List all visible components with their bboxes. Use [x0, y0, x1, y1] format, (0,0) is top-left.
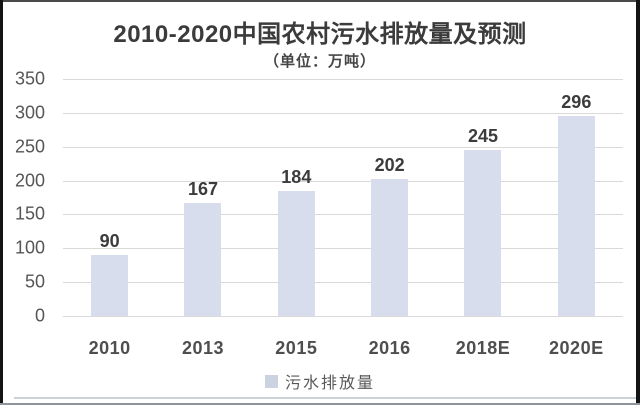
photo-edge-left: [0, 0, 3, 405]
legend: 污水排放量: [0, 369, 640, 393]
bar-slot: 184: [250, 79, 343, 316]
bar-value-label: 202: [374, 155, 405, 176]
x-tick-label: 2015: [275, 338, 318, 358]
x-tick-label: 2018E: [455, 338, 511, 358]
y-tick-label: 0: [34, 305, 45, 326]
bar-value-label: 296: [561, 91, 592, 112]
gridline: [63, 180, 623, 182]
y-axis: 350 300 250 200 150 100 50 0: [0, 69, 45, 326]
x-tick-label: 2013: [181, 338, 225, 358]
y-tick-label: 100: [14, 237, 45, 258]
gridline: [63, 248, 623, 250]
photo-edge-top: [0, 0, 640, 2]
bar: [184, 202, 222, 316]
gridline: [63, 146, 623, 148]
chart-subtitle: （单位：万吨）: [263, 53, 376, 70]
bar: [91, 255, 129, 316]
bar: [464, 150, 502, 316]
bottom-divider: [14, 397, 636, 399]
gridline: [63, 112, 623, 114]
photo-edge-right: [636, 0, 640, 405]
bar-value-label: 245: [467, 126, 499, 147]
bar-slot: 245: [436, 79, 529, 316]
x-axis: 2010 2013 2015 2016 2018E 2020E: [63, 338, 623, 362]
y-tick-label: 50: [24, 271, 45, 292]
y-tick-label: 350: [14, 68, 45, 89]
bar: [371, 179, 409, 316]
x-tick-label: 2010: [88, 338, 131, 358]
bar-slot: 296: [530, 79, 623, 316]
legend-swatch-icon: [264, 374, 278, 388]
gridline: [63, 316, 623, 317]
y-tick-label: 250: [14, 136, 45, 157]
y-tick-label: 150: [14, 203, 45, 224]
chart-title: 2010-2020中国农村污水排放量及预测: [113, 21, 527, 48]
bar-slot: 90: [63, 79, 156, 316]
gridline: [63, 282, 623, 284]
y-tick-label: 200: [14, 170, 45, 191]
legend-label: 污水排放量: [284, 375, 375, 392]
gridline: [63, 79, 623, 80]
bar-value-label: 90: [99, 231, 120, 252]
x-tick-label: 2020E: [549, 338, 604, 358]
bar: [557, 115, 595, 316]
plot-area: 90 167 184 202 245 296: [63, 79, 623, 317]
photo-edge-bottom: [0, 403, 640, 405]
y-tick-label: 300: [14, 102, 45, 123]
bar: [277, 191, 315, 316]
gridline: [63, 214, 623, 216]
x-tick-label: 2016: [368, 338, 411, 358]
bar-slot: 167: [156, 79, 249, 316]
bar-value-label: 167: [187, 178, 219, 199]
bar-value-label: 184: [281, 167, 312, 188]
bar-slot: 202: [343, 79, 436, 316]
